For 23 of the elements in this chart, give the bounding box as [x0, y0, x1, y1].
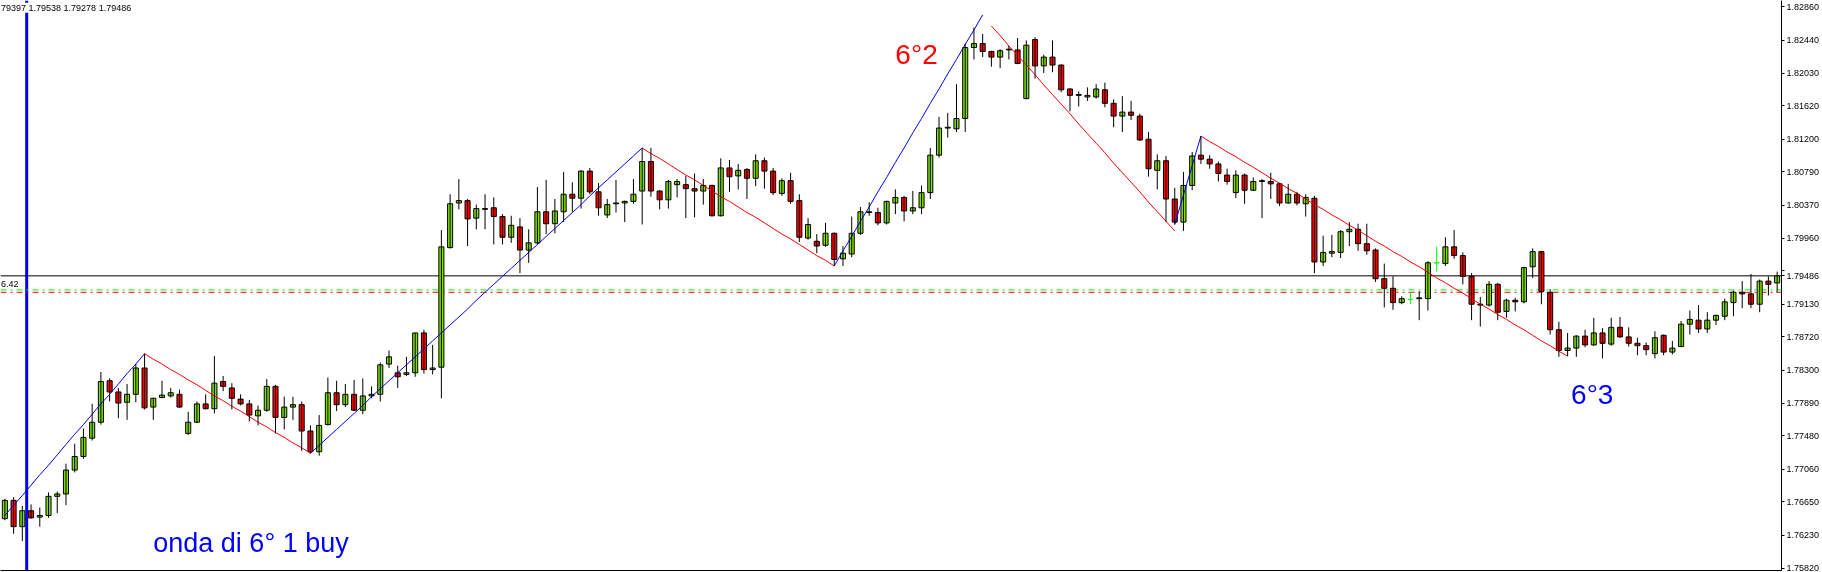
y-tick-label: 1.82030 — [1786, 68, 1820, 79]
y-tick-label: 1.81620 — [1786, 100, 1820, 111]
annotation: 6°2 — [895, 38, 938, 70]
y-tick-label: 1.81200 — [1786, 134, 1820, 145]
y-tick-label: 1.78300 — [1786, 365, 1820, 376]
y-tick-label: 1.80370 — [1786, 200, 1820, 211]
ref-line-label: 1.79486 — [1786, 270, 1820, 281]
y-tick-label: 1.80790 — [1786, 166, 1820, 177]
y-tick-label: 1.75820 — [1786, 563, 1820, 572]
y-tick-label: 1.77060 — [1786, 464, 1820, 475]
y-tick-label: 1.79960 — [1786, 233, 1820, 244]
y-tick-label: 1.77480 — [1786, 430, 1820, 441]
y-tick-label: 1.79130 — [1786, 299, 1820, 310]
y-tick-label: 1.78720 — [1786, 331, 1820, 342]
y-tick-label: 1.77890 — [1786, 398, 1820, 409]
annotation: 6°3 — [1571, 378, 1614, 410]
y-tick-label: 1.76650 — [1786, 496, 1820, 507]
y-tick-label: 1.82860 — [1786, 1, 1820, 12]
chart-title: 79397 1.79538 1.79278 1.79486 — [1, 2, 132, 13]
annotation: onda di 6° 1 buy — [153, 528, 350, 559]
annotation: 6.42 — [1, 279, 19, 290]
y-tick-label: 1.76230 — [1786, 530, 1820, 541]
y-tick-label: 1.82440 — [1786, 35, 1820, 46]
